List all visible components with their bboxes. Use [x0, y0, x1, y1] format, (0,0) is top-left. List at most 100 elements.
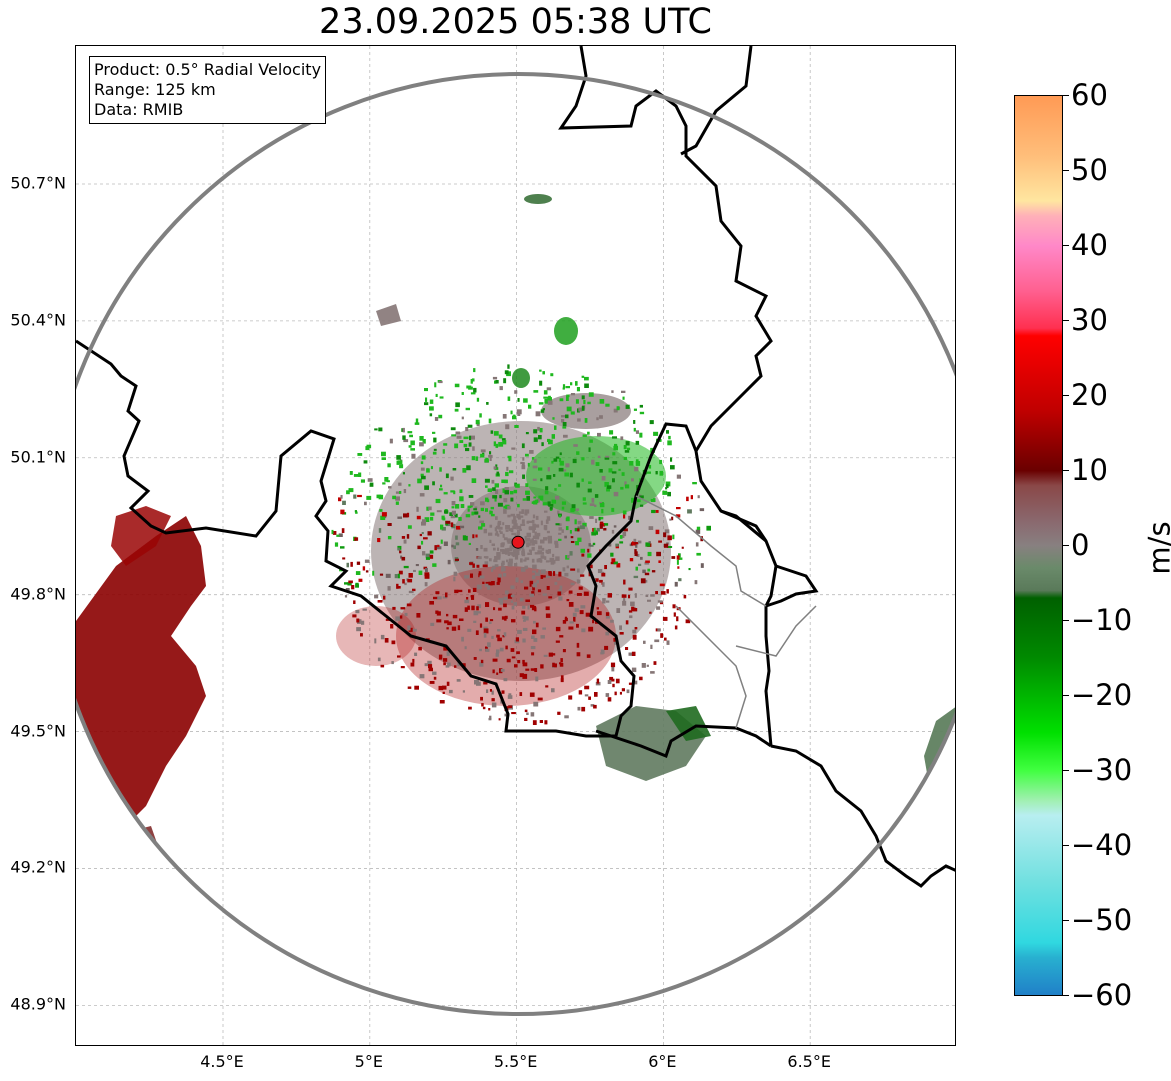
echo-gate: [477, 556, 482, 560]
echo-gate: [380, 515, 386, 520]
echo-gate: [655, 591, 658, 595]
echo-gate: [437, 544, 440, 548]
echo-gate: [514, 548, 519, 554]
echo-gate: [455, 504, 460, 509]
echo-gate: [380, 634, 385, 640]
echo-gate: [649, 611, 652, 614]
echo-gate: [511, 532, 517, 536]
echo-gate: [401, 556, 406, 561]
echo-gate: [510, 585, 515, 590]
echo-gate: [531, 457, 535, 460]
echo-gate: [495, 516, 498, 520]
echo-gate: [605, 455, 610, 459]
echo-gate: [658, 560, 661, 563]
echo-gate: [634, 549, 637, 554]
echo-gate: [471, 605, 475, 611]
echo-gate: [584, 418, 588, 423]
echo-gate: [481, 703, 484, 707]
echo-gate: [532, 529, 535, 533]
echo-gate: [662, 490, 668, 495]
echo-gate: [355, 582, 359, 585]
colorbar-tick-mark: [1063, 320, 1069, 321]
echo-gate: [498, 554, 501, 559]
echo-gate: [456, 525, 461, 530]
echo-gate: [621, 688, 625, 692]
colorbar-tick-mark: [1063, 845, 1069, 846]
echo-gate: [602, 601, 606, 604]
echo-gate: [635, 566, 638, 571]
echo-gate: [467, 605, 470, 610]
echo-gate: [667, 535, 672, 541]
echo-gate: [548, 439, 553, 445]
echo-gate: [596, 527, 600, 532]
echo-gate: [454, 383, 460, 388]
echo-gate: [610, 561, 616, 565]
echo-gate: [490, 430, 494, 434]
echo-gate: [514, 555, 519, 560]
echo-gate: [395, 491, 400, 494]
echo-gate: [494, 527, 498, 532]
lat-tick-label: 49.5°N: [10, 721, 66, 741]
echo-gate: [547, 501, 551, 506]
echo-gate: [463, 443, 468, 448]
echo-gate: [645, 594, 649, 597]
echo-gate: [493, 607, 496, 611]
echo-gate: [412, 588, 416, 592]
echo-gate: [532, 720, 537, 725]
echo-gate: [565, 386, 570, 389]
echo-gate: [619, 691, 622, 695]
echo-gate: [493, 431, 499, 436]
echo-gate: [360, 633, 363, 637]
echo-gate: [532, 564, 537, 569]
echo-gate: [625, 441, 630, 446]
echo-gate: [522, 457, 525, 461]
echo-gate: [528, 549, 532, 552]
echo-gate: [609, 430, 614, 435]
echo-gate: [616, 608, 621, 613]
echo-gate: [470, 504, 473, 508]
echo-gate: [514, 563, 518, 567]
echo-gate: [580, 574, 585, 577]
echo-gate: [562, 567, 566, 572]
echo-gate: [641, 663, 646, 668]
echo-gate: [485, 602, 490, 607]
echo-gate: [495, 531, 499, 535]
echo-gate: [357, 494, 362, 498]
echo-gate: [614, 443, 618, 447]
echo-gate: [608, 543, 612, 547]
echo-gate: [532, 465, 538, 469]
echo-gate: [367, 478, 373, 482]
echo-gate: [430, 622, 435, 626]
echo-gate: [554, 581, 558, 586]
echo-gate: [645, 542, 651, 547]
echo-gate: [479, 623, 483, 628]
internal-borders: [635, 495, 817, 729]
echo-gate: [529, 549, 532, 554]
echo-gate: [491, 690, 494, 695]
echo-gate: [451, 510, 456, 515]
echo-gate: [453, 571, 458, 576]
echo-gate: [633, 538, 637, 542]
echo-gate: [554, 543, 559, 548]
echo-gate: [332, 531, 337, 535]
echo-gate: [504, 489, 510, 495]
echo-gate: [650, 499, 655, 503]
echo-gate: [576, 652, 581, 657]
echo-gate: [452, 614, 458, 619]
echo-gate: [478, 573, 481, 578]
echo-gate: [589, 503, 595, 506]
echo-gate: [613, 638, 616, 642]
echo-gate: [383, 595, 386, 600]
echo-gate: [395, 616, 401, 621]
echo-gate: [451, 626, 457, 631]
echo-gate: [657, 600, 663, 603]
echo-gate: [607, 680, 612, 684]
echo-gate: [576, 387, 580, 392]
echo-gate: [588, 543, 591, 547]
echo-gate: [623, 597, 626, 603]
echo-gate: [363, 460, 368, 464]
echo-gate: [450, 427, 456, 431]
echo-gate: [553, 474, 556, 477]
echo-gate: [390, 624, 394, 629]
echo-gate: [421, 540, 424, 545]
